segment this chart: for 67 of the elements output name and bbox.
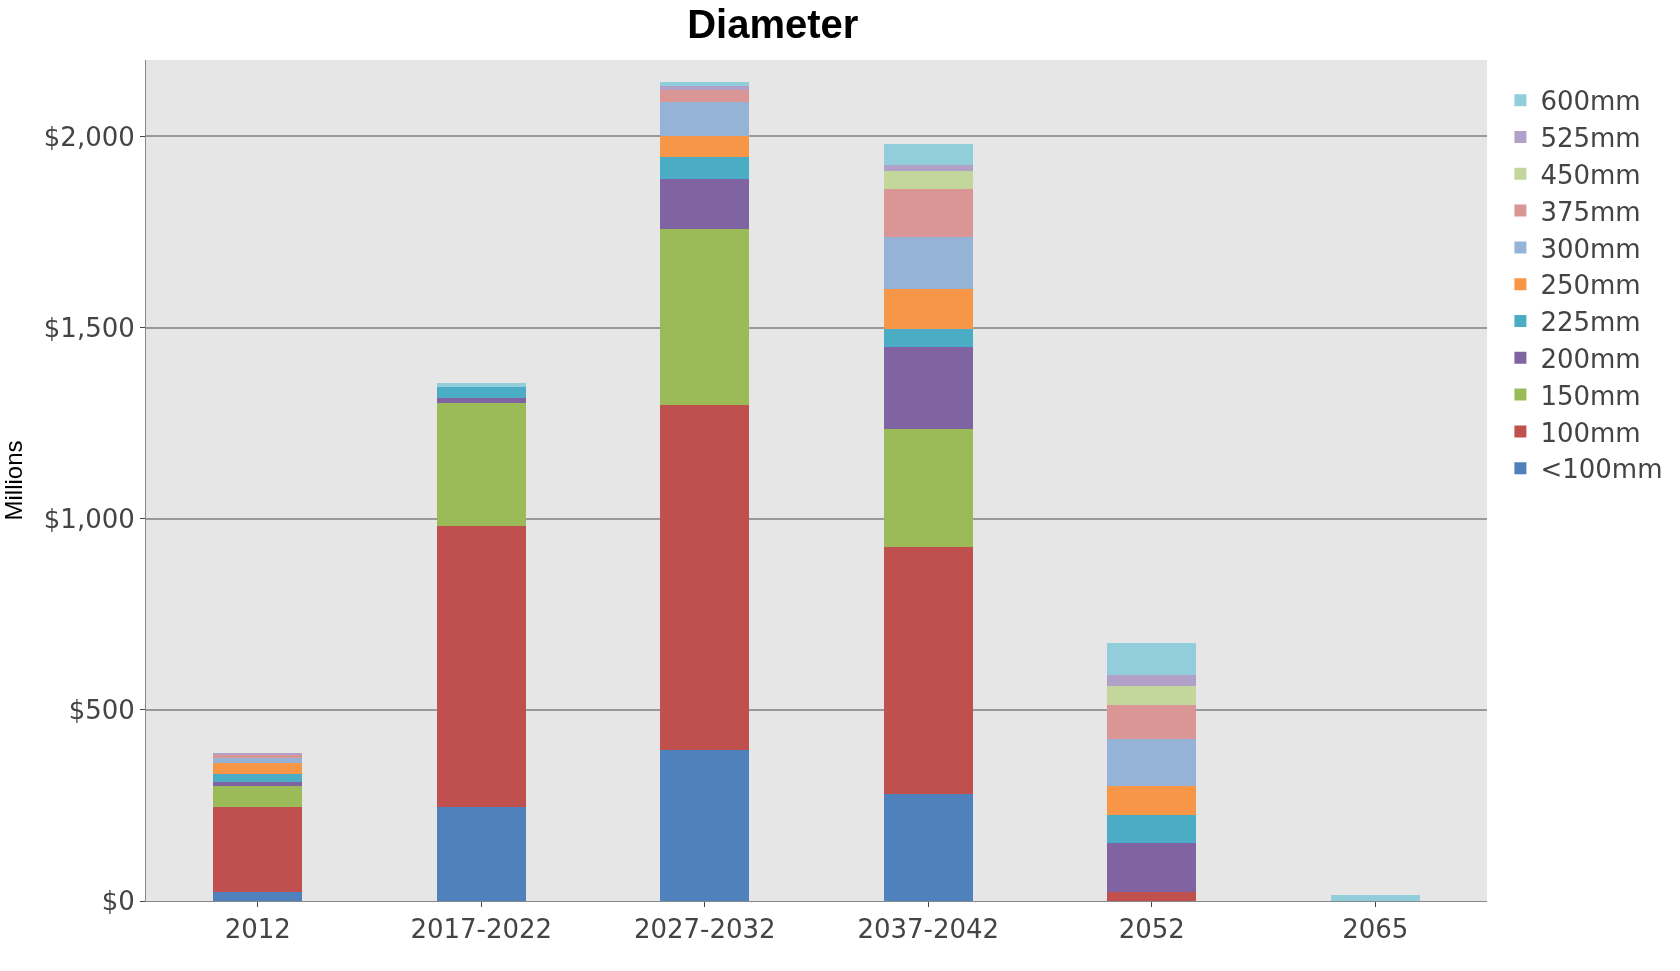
- bar: [883, 328, 973, 348]
- legend-label: 600mm: [1540, 86, 1641, 117]
- bar: [213, 763, 303, 774]
- legend-label: 200mm: [1540, 343, 1641, 374]
- x-tick-label: 2037-2042: [857, 914, 1000, 945]
- bar: [883, 289, 973, 329]
- legend-label: 450mm: [1540, 159, 1641, 190]
- legend-label: 525mm: [1540, 123, 1641, 154]
- bar: [213, 758, 303, 763]
- x-tick-label: 2052: [1118, 914, 1185, 945]
- bar: [1107, 704, 1197, 740]
- bar: [436, 525, 526, 807]
- legend-label: 100mm: [1540, 417, 1641, 448]
- bar: [660, 89, 750, 103]
- y-tick-label: $0: [101, 886, 135, 917]
- legend-label: 300mm: [1540, 233, 1641, 264]
- y-tick-label: $500: [68, 694, 135, 725]
- bar: [213, 806, 303, 892]
- x-tick-label: 2065: [1342, 914, 1409, 945]
- bar: [883, 165, 973, 172]
- bar: [1107, 739, 1197, 787]
- bar: [1330, 895, 1420, 901]
- bar: [436, 806, 526, 901]
- bar: [436, 398, 526, 403]
- bar: [1107, 643, 1197, 675]
- legend-label: 250mm: [1540, 270, 1641, 301]
- bar: [883, 347, 973, 430]
- bar: [883, 171, 973, 189]
- y-tick-label: $2,000: [43, 121, 135, 152]
- bar: [1107, 674, 1197, 686]
- bar: [660, 85, 750, 90]
- bar: [1107, 891, 1197, 901]
- y-tick-label: $1,500: [43, 312, 135, 343]
- bar: [1107, 786, 1197, 815]
- legend-label: 150mm: [1540, 380, 1641, 411]
- bar: [883, 188, 973, 238]
- legend-label: <100mm: [1540, 454, 1663, 485]
- bar: [660, 749, 750, 901]
- bar: [1107, 685, 1197, 705]
- bar: [213, 891, 303, 901]
- bar: [660, 179, 750, 229]
- x-tick-label: 2012: [224, 914, 291, 945]
- y-axis-title: Millions: [0, 440, 27, 521]
- legend-label: 375mm: [1540, 196, 1641, 227]
- legend-label: 225mm: [1540, 307, 1641, 338]
- bar: [883, 237, 973, 290]
- bar: [883, 793, 973, 901]
- bar: [436, 386, 526, 399]
- bar: [1107, 814, 1197, 844]
- bar: [660, 136, 750, 158]
- bar: [660, 404, 750, 750]
- x-tick-label: 2027-2032: [633, 914, 776, 945]
- bar: [436, 402, 526, 526]
- bar: [883, 547, 973, 794]
- chart-title: Diameter: [687, 1, 859, 46]
- x-tick-label: 2017-2022: [410, 914, 553, 945]
- bar: [660, 81, 750, 86]
- bar: [436, 383, 526, 387]
- bar: [883, 144, 973, 166]
- y-tick-label: $1,000: [43, 503, 135, 534]
- bar: [213, 773, 303, 782]
- bar: [660, 102, 750, 137]
- bar: [660, 228, 750, 405]
- bar: [660, 157, 750, 180]
- bar: [1107, 843, 1197, 892]
- bar: [883, 429, 973, 548]
- bar: [213, 786, 303, 807]
